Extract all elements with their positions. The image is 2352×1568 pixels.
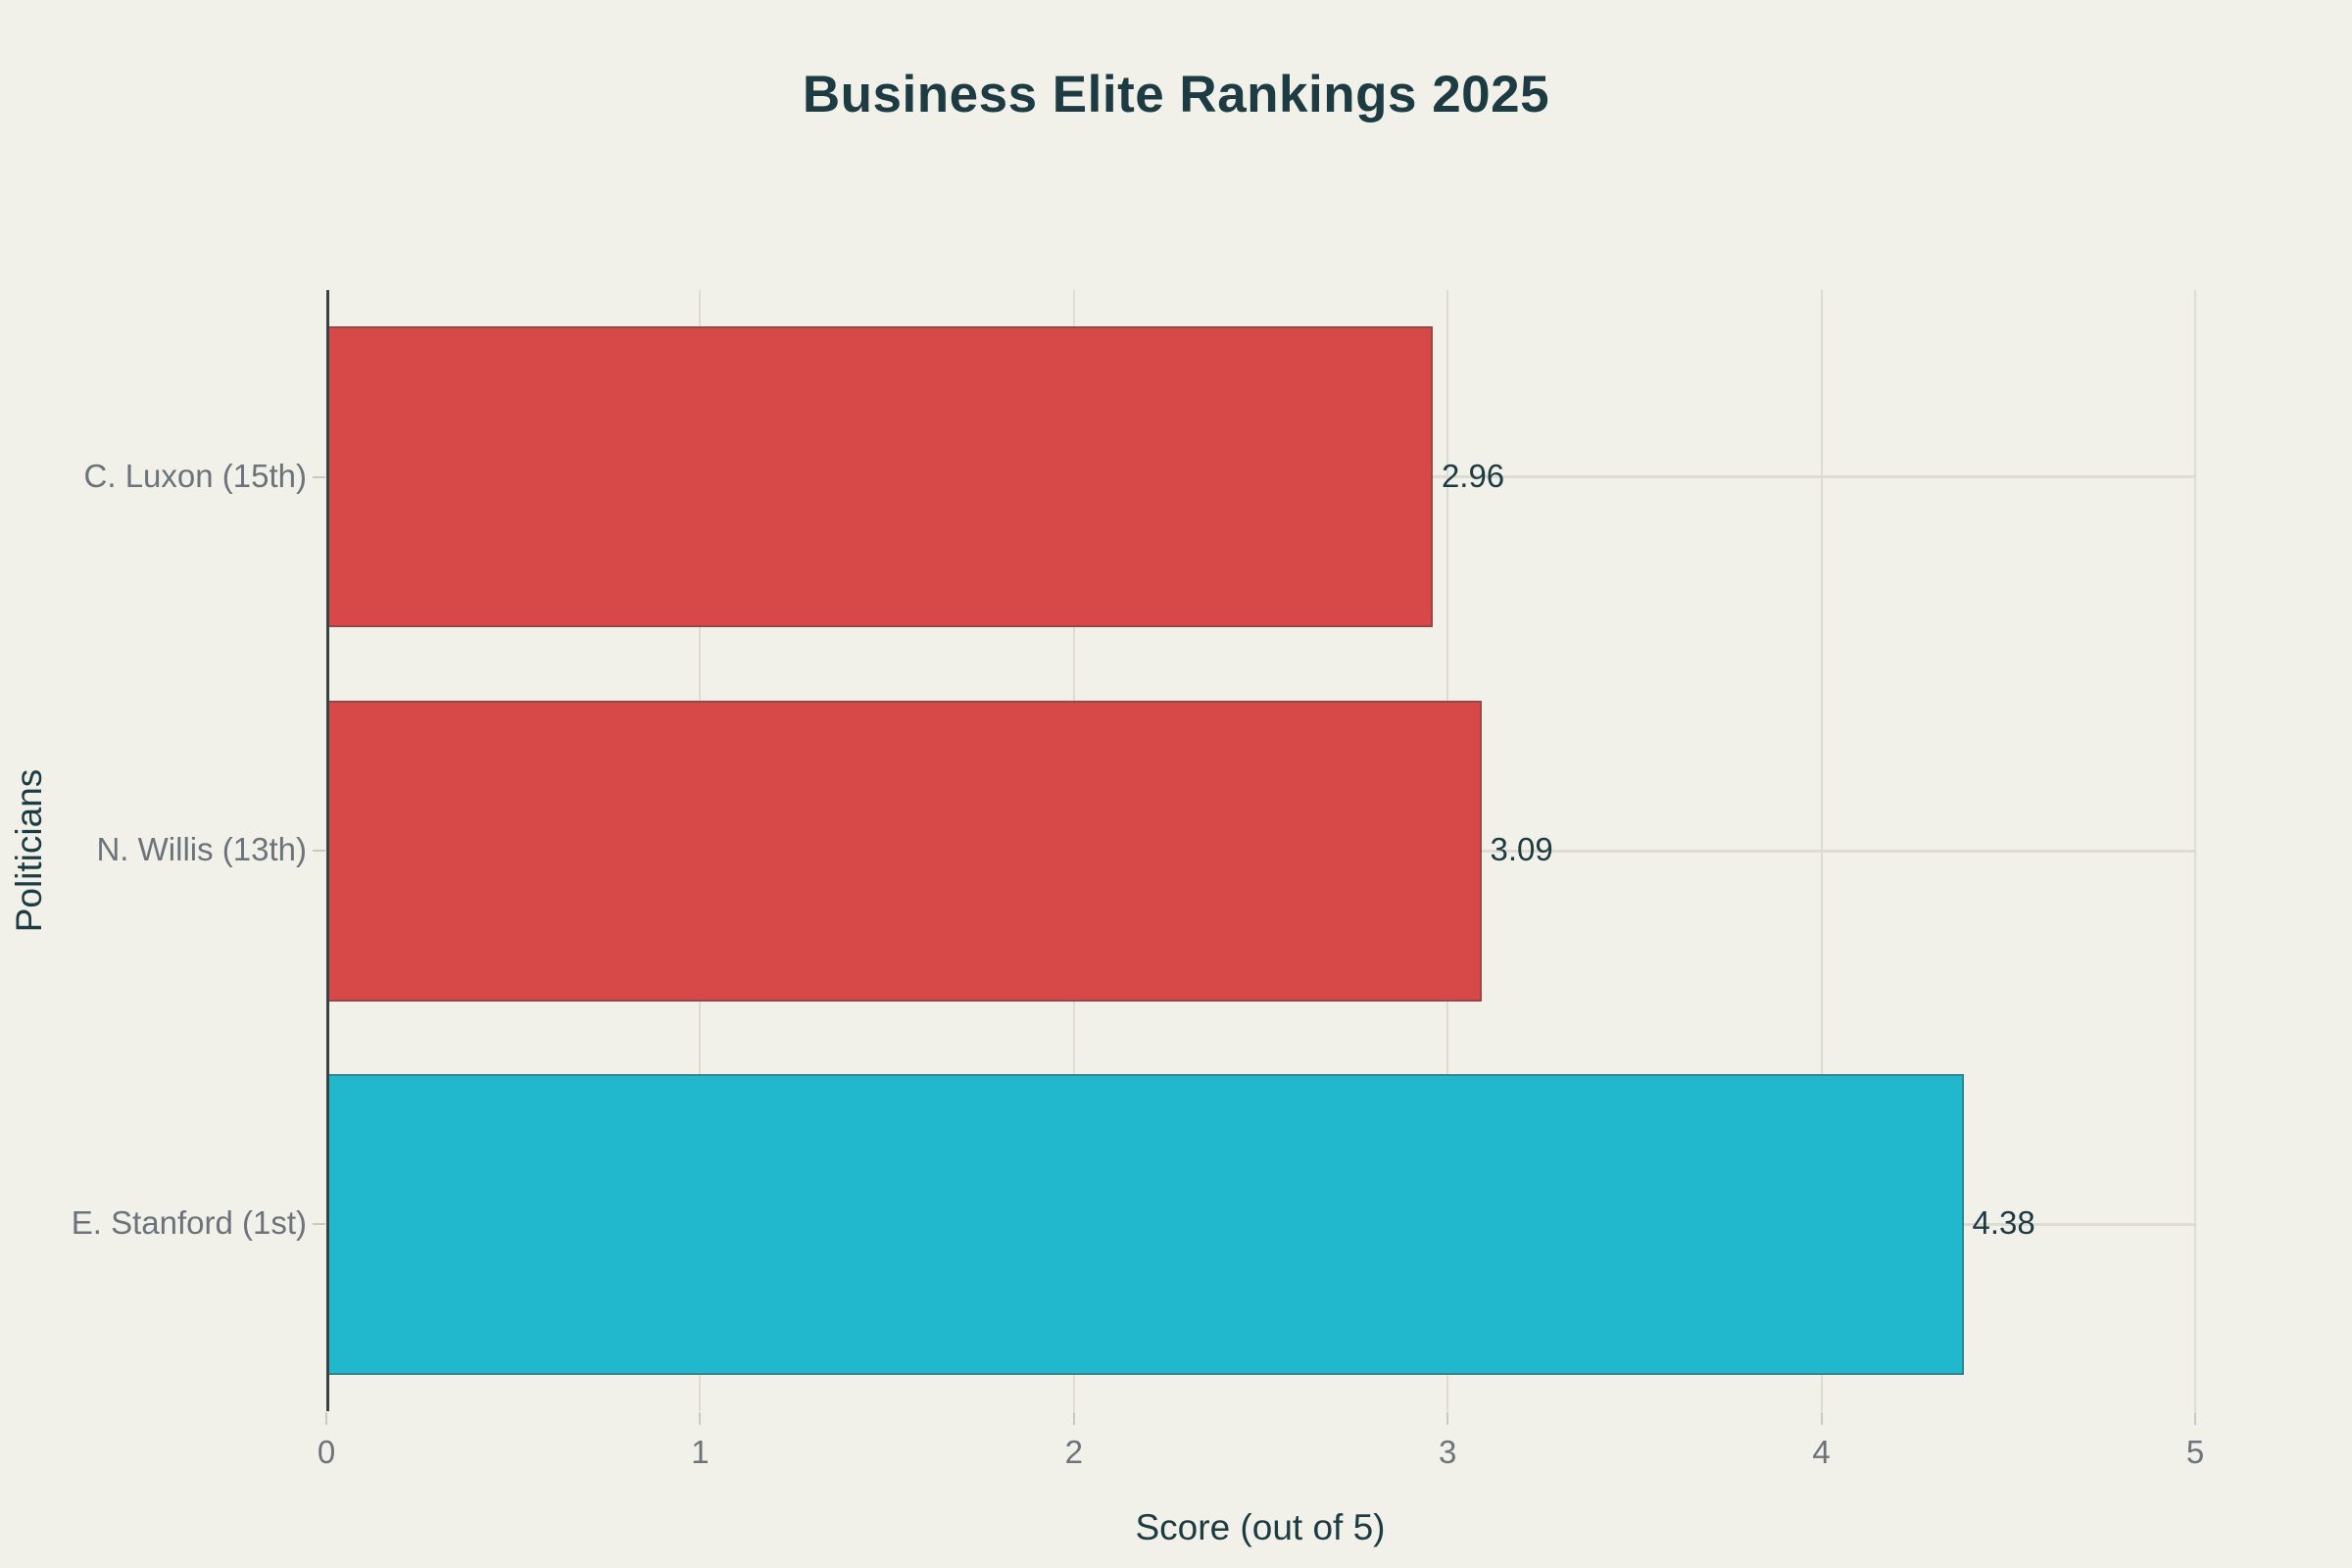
bar bbox=[326, 326, 1433, 628]
category-label: C. Luxon (15th) bbox=[83, 457, 307, 494]
chart-title: Business Elite Rankings 2025 bbox=[802, 66, 1550, 123]
bar bbox=[326, 700, 1482, 1002]
x-axis-title: Score (out of 5) bbox=[1135, 1507, 1386, 1547]
y-axis-line bbox=[326, 290, 329, 1411]
x-tick-mark bbox=[1820, 1412, 1823, 1425]
bar bbox=[326, 1073, 1964, 1375]
x-tick-mark bbox=[699, 1412, 702, 1425]
bar-value-label: 4.38 bbox=[1972, 1204, 2035, 1242]
y-tick-mark bbox=[313, 850, 325, 852]
y-tick-mark bbox=[313, 475, 325, 478]
x-tick-mark bbox=[325, 1412, 327, 1425]
x-tick-mark bbox=[2194, 1412, 2196, 1425]
gridline-vertical bbox=[2194, 290, 2196, 1411]
category-label: E. Stanford (1st) bbox=[71, 1204, 307, 1242]
x-tick-label: 2 bbox=[1064, 1434, 1083, 1470]
category-label: N. Willis (13th) bbox=[96, 831, 307, 868]
x-tick-mark bbox=[1072, 1412, 1075, 1425]
bar-value-label: 3.09 bbox=[1490, 831, 1553, 868]
x-tick-label: 1 bbox=[691, 1434, 710, 1470]
x-tick-label: 0 bbox=[317, 1434, 336, 1470]
x-tick-label: 5 bbox=[2185, 1434, 2205, 1470]
x-tick-label: 3 bbox=[1439, 1434, 1457, 1470]
x-tick-mark bbox=[1446, 1412, 1449, 1425]
bar-value-label: 2.96 bbox=[1441, 457, 1505, 494]
y-axis-title: Politicians bbox=[9, 768, 49, 933]
y-tick-mark bbox=[313, 1223, 325, 1226]
x-tick-label: 4 bbox=[1812, 1434, 1831, 1470]
